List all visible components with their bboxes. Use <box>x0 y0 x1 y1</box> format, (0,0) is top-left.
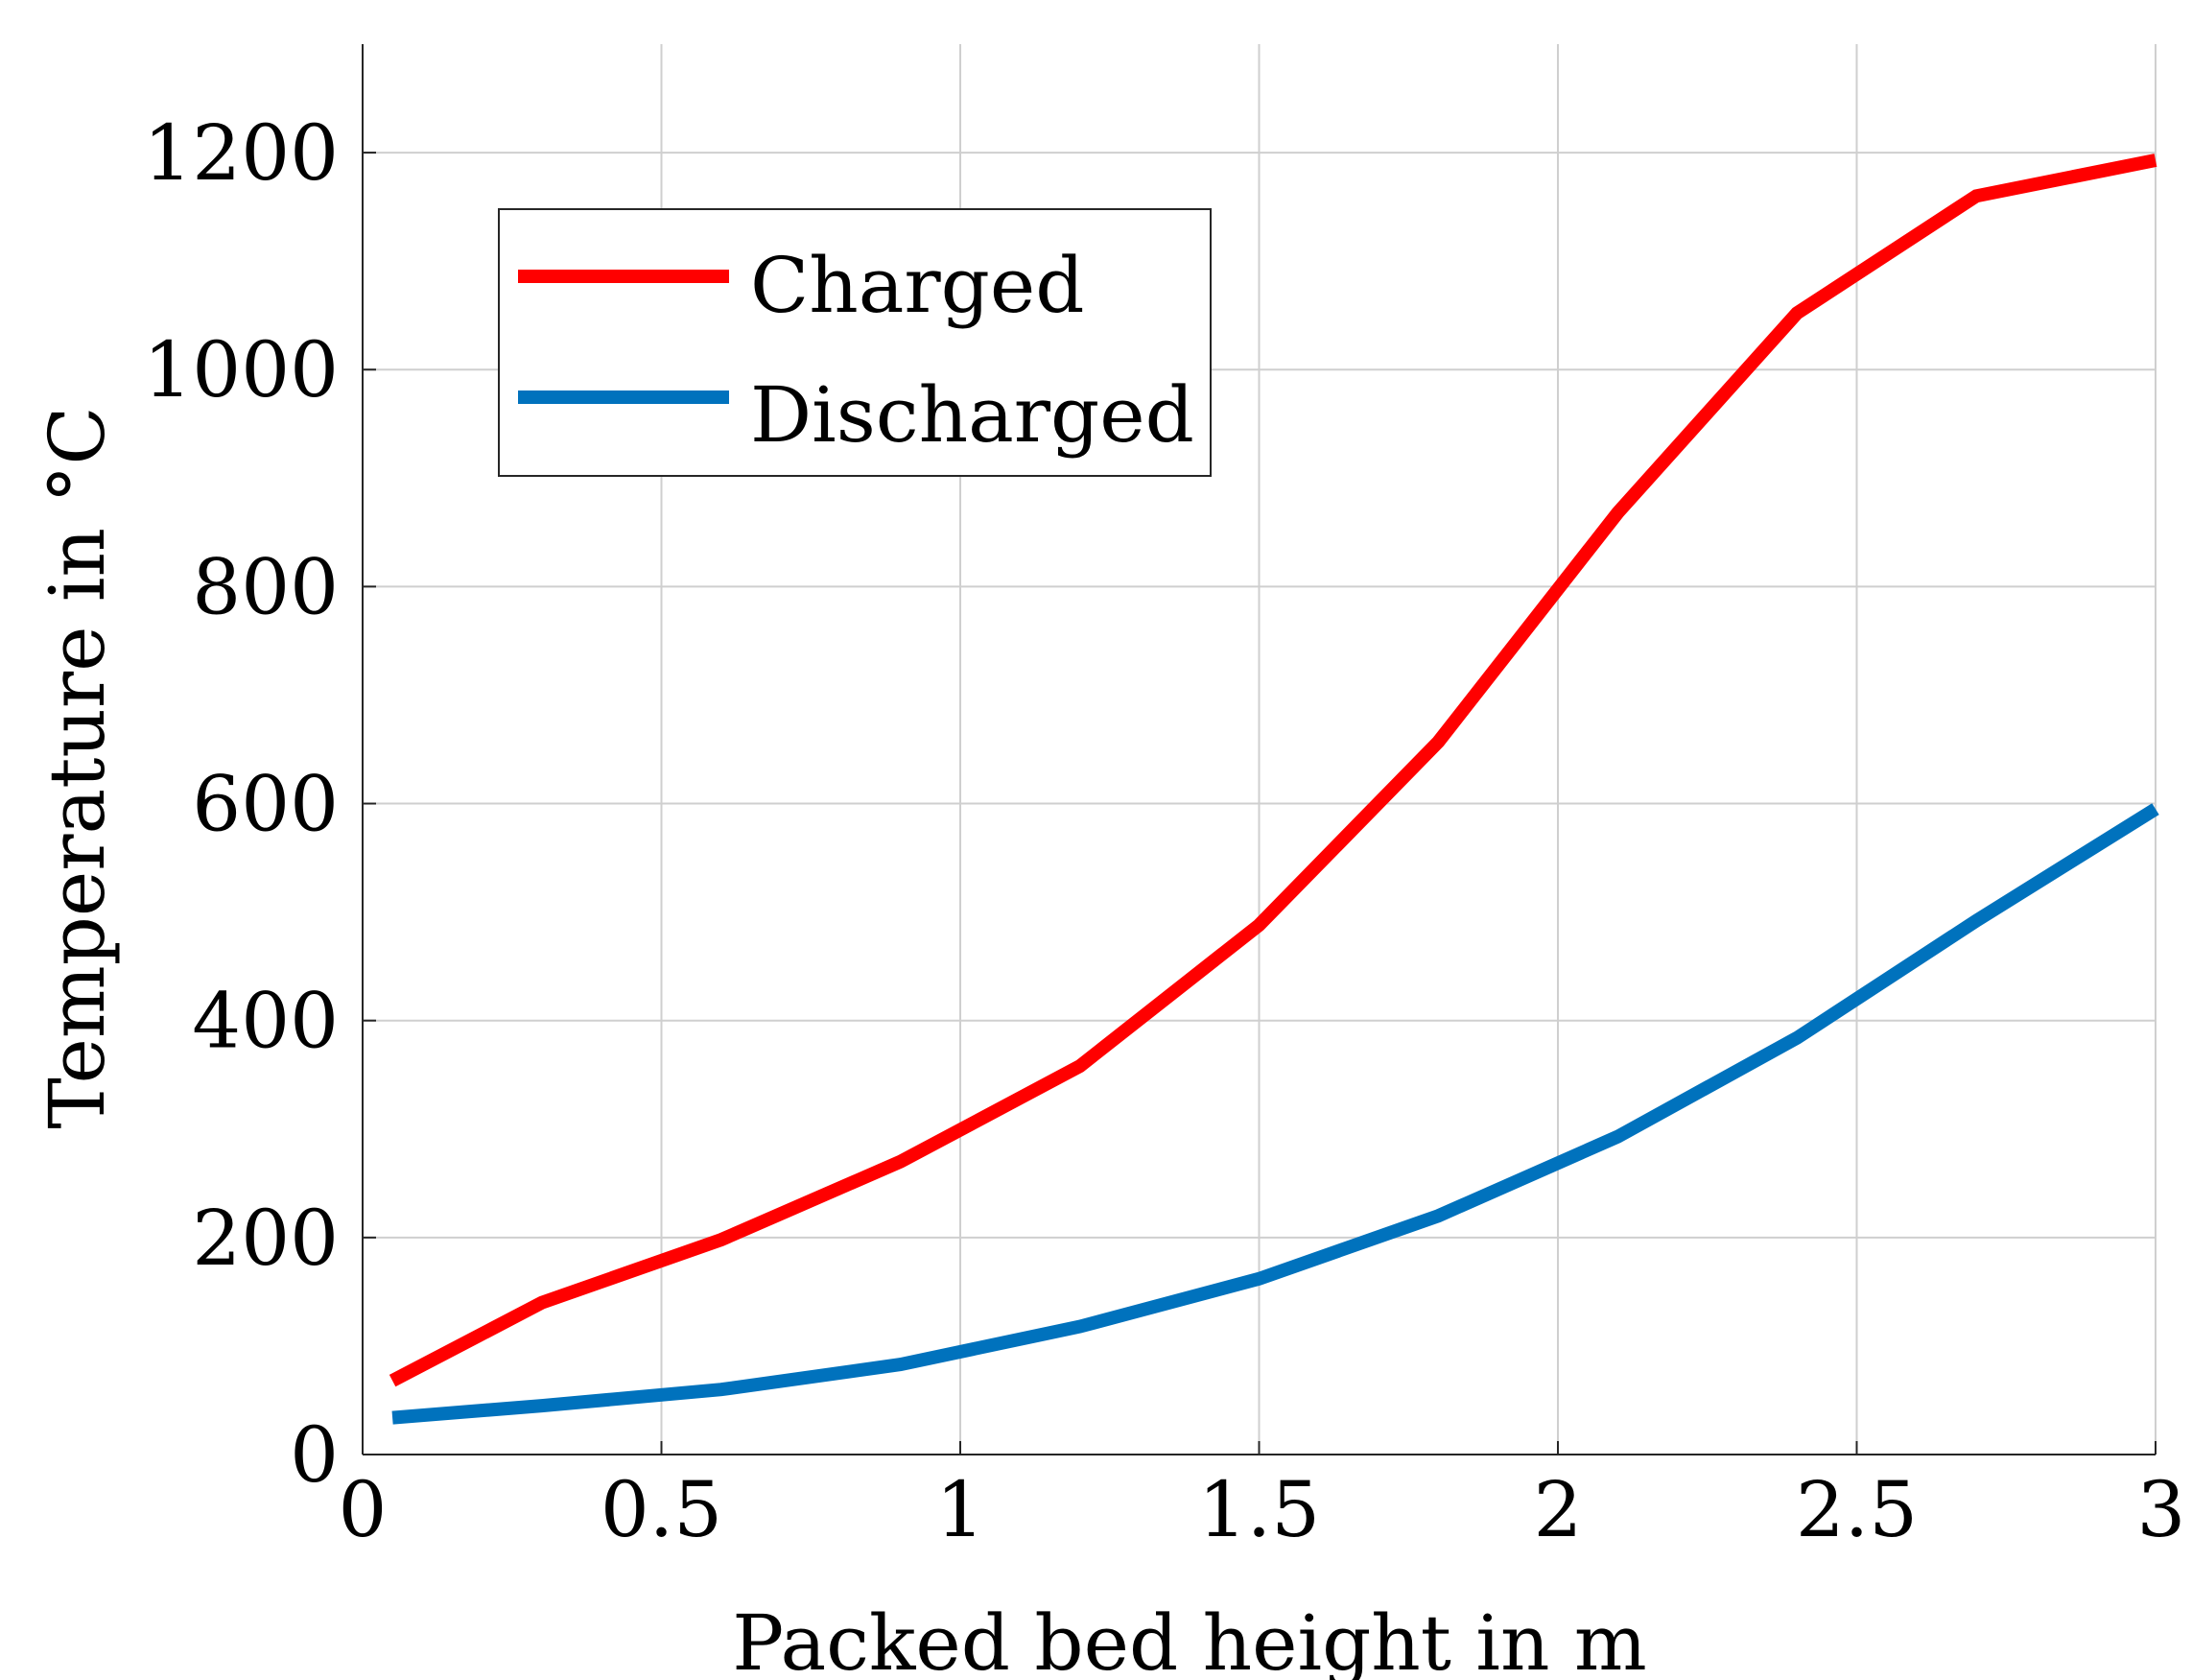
x-tick-label: 3 <box>2137 1465 2186 1554</box>
axes <box>362 44 2157 1455</box>
y-tick-label: 400 <box>192 977 339 1066</box>
x-tick-label: 2.5 <box>1796 1465 1918 1554</box>
x-tick-label: 1.5 <box>1198 1465 1320 1554</box>
y-tick-label: 1200 <box>143 108 339 198</box>
x-tick-label: 0 <box>339 1465 388 1554</box>
legend-label-charged: Charged <box>750 241 1084 330</box>
legend-box <box>498 208 1212 477</box>
series-line-discharged <box>391 803 2159 1425</box>
y-tick-labels: 0 200 400 600 800 1000 1200 <box>143 108 339 1500</box>
x-tick-label: 2 <box>1534 1465 1583 1554</box>
series-line-charged <box>389 154 2157 1387</box>
y-tick-label: 800 <box>192 542 339 631</box>
legend: Charged Discharged <box>498 208 1212 477</box>
x-tick-label: 0.5 <box>601 1465 722 1554</box>
y-tick-label: 600 <box>192 760 339 849</box>
y-axis-label: Temperature in °C <box>33 406 122 1128</box>
y-tick-label: 0 <box>290 1410 339 1500</box>
x-tick-label: 1 <box>936 1465 985 1554</box>
series-layer <box>389 154 2159 1425</box>
x-axis-label: Packed bed height in m <box>732 1598 1647 1680</box>
y-tick-label: 200 <box>192 1194 339 1283</box>
grid <box>363 44 2157 1455</box>
y-tick-label: 1000 <box>143 325 339 414</box>
legend-label-discharged: Discharged <box>750 370 1194 460</box>
x-tick-labels: 0 0.5 1 1.5 2 2.5 3 <box>339 1465 2186 1554</box>
